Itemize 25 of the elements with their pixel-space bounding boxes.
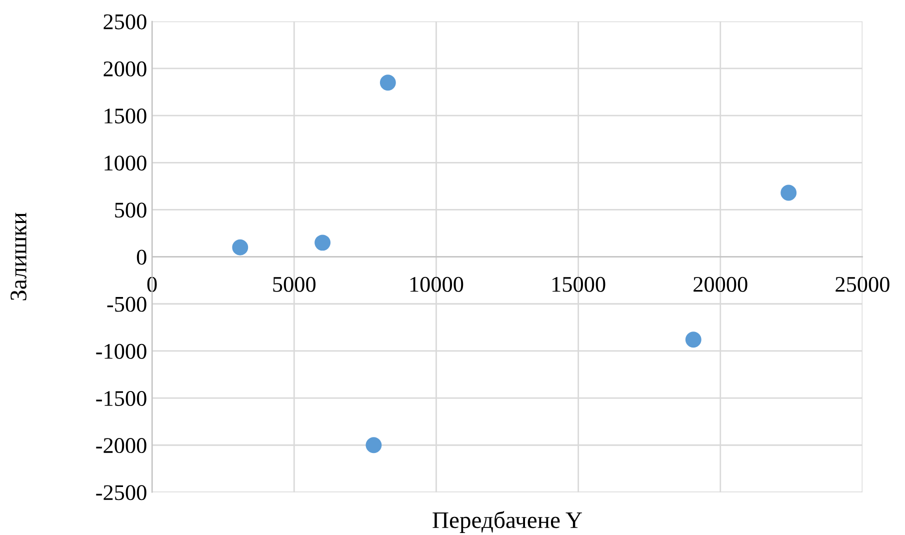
- y-tick-label: -500: [107, 296, 146, 312]
- y-tick-label: -1500: [96, 390, 146, 406]
- x-tick-label: 15000: [552, 276, 606, 292]
- point: [780, 184, 797, 201]
- y-tick-label: -1000: [96, 344, 146, 359]
- x-axis-title: Передбачене Y: [432, 511, 582, 533]
- point: [685, 332, 702, 348]
- y-tick-label: 500: [115, 202, 146, 218]
- point: [366, 437, 382, 454]
- y-tick-label: 0: [136, 250, 146, 265]
- y-tick-label: -2000: [96, 438, 146, 454]
- y-tick-label: 2000: [104, 61, 146, 76]
- y-tick-label: 1000: [104, 156, 146, 171]
- y-tick-label: 1500: [104, 108, 146, 124]
- y-axis-title: Залишки: [10, 212, 26, 300]
- point: [232, 239, 248, 256]
- point: [314, 234, 331, 251]
- y-tick-label: 2500: [104, 14, 146, 30]
- x-tick-label: 5000: [273, 276, 316, 292]
- x-tick-label: 25000: [836, 276, 890, 292]
- x-tick-label: 10000: [410, 276, 464, 292]
- point: [380, 74, 396, 91]
- x-tick-label: 0: [147, 276, 157, 292]
- x-tick-label: 20000: [694, 276, 748, 292]
- y-tick-label: -2500: [96, 485, 146, 500]
